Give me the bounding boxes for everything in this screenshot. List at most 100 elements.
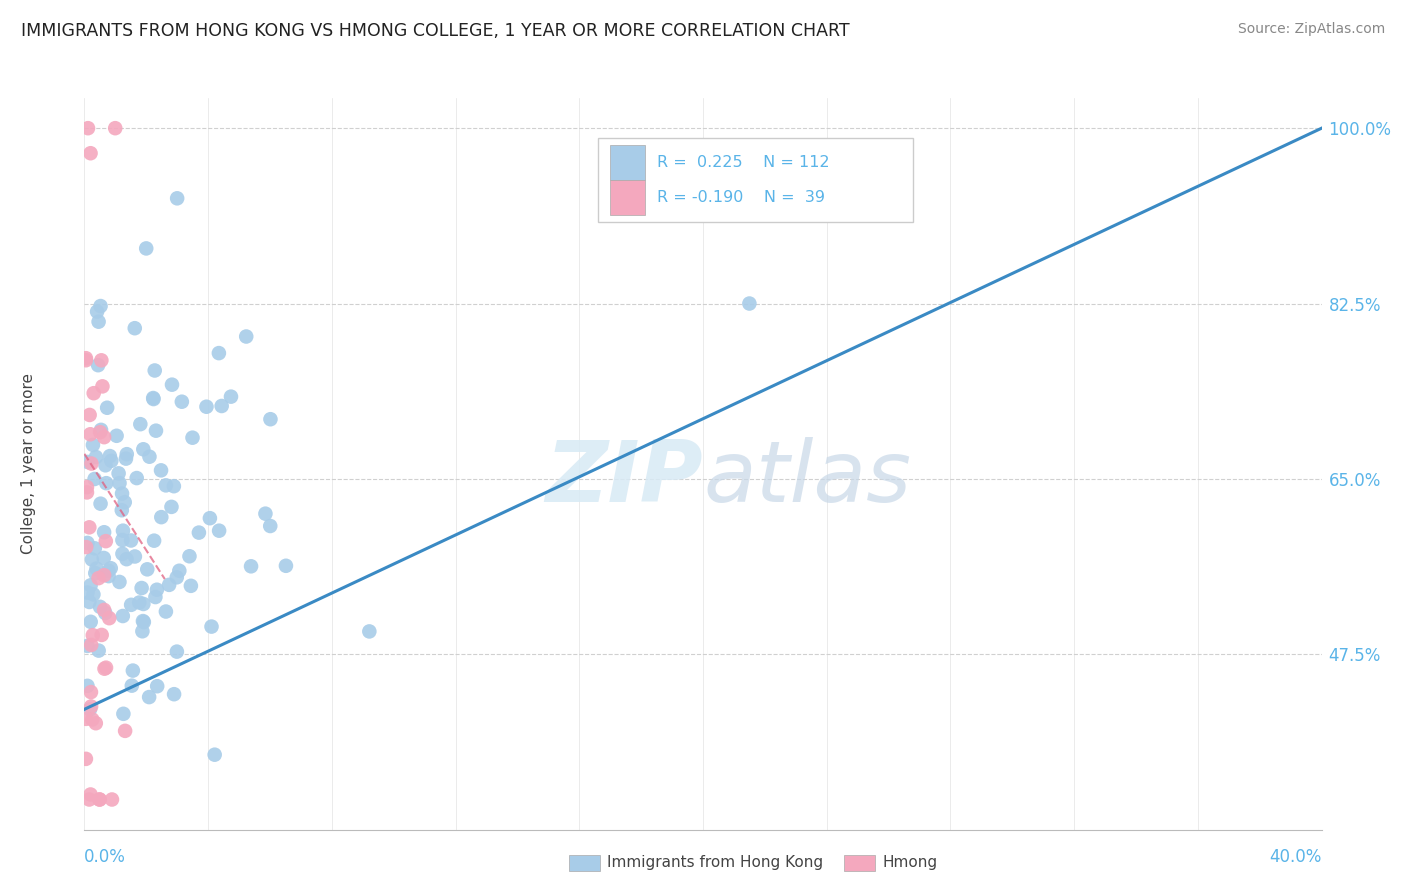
Point [84, 716, 107, 731]
Point [100, 561, 122, 575]
Point [87, 643, 110, 657]
Point [112, 706, 135, 721]
Point [160, 500, 183, 514]
Point [76, 485, 98, 500]
Point [82, 587, 104, 601]
Point [76, 536, 98, 550]
Point [142, 391, 165, 405]
Point [94, 534, 117, 549]
Point [86, 561, 108, 575]
Point [163, 479, 186, 493]
Point [166, 645, 188, 659]
Point [114, 495, 136, 509]
Point [93, 525, 115, 540]
Point [125, 471, 148, 485]
Point [195, 400, 218, 414]
Text: atlas: atlas [703, 437, 911, 520]
Point [79, 702, 101, 716]
Point [115, 552, 138, 566]
Point [157, 578, 180, 592]
Point [96, 476, 118, 491]
Point [80, 685, 103, 699]
Point [97, 569, 120, 583]
Point [90, 628, 112, 642]
Point [93, 568, 115, 582]
Point [79, 520, 101, 534]
Point [146, 582, 169, 597]
Point [98, 611, 121, 625]
Point [79, 615, 101, 629]
Point [93, 430, 115, 444]
Point [235, 329, 257, 343]
Point [181, 431, 204, 445]
Point [100, 454, 122, 468]
Point [87, 358, 110, 372]
Point [89, 425, 111, 440]
Point [150, 463, 173, 477]
Point [79, 408, 101, 422]
Point [94, 458, 117, 473]
Point [91, 379, 114, 393]
Point [138, 450, 160, 464]
Point [80, 552, 103, 566]
Text: College, 1 year or more: College, 1 year or more [21, 374, 37, 554]
Point [89, 792, 111, 806]
Point [132, 442, 155, 457]
Point [211, 399, 233, 413]
Point [75, 712, 97, 726]
Point [76, 455, 98, 469]
FancyBboxPatch shape [598, 138, 914, 222]
Point [208, 524, 231, 538]
Point [124, 321, 146, 335]
Point [132, 614, 155, 628]
Point [90, 423, 112, 437]
Bar [610, 145, 645, 180]
Point [89, 792, 111, 806]
Point [166, 191, 188, 205]
Point [94, 606, 117, 620]
Point [90, 299, 112, 313]
Point [104, 121, 127, 136]
Point [76, 585, 98, 599]
Point [259, 519, 281, 533]
Point [82, 713, 104, 727]
Text: Hmong: Hmong [883, 855, 938, 870]
Point [94, 661, 117, 675]
Point [143, 533, 166, 548]
Point [76, 639, 98, 653]
Point [111, 524, 134, 538]
Point [90, 353, 112, 368]
Point [359, 624, 381, 639]
Point [145, 424, 167, 438]
Point [93, 662, 115, 676]
Point [274, 558, 297, 573]
Point [80, 457, 103, 471]
Point [163, 687, 186, 701]
Text: IMMIGRANTS FROM HONG KONG VS HMONG COLLEGE, 1 YEAR OR MORE CORRELATION CHART: IMMIGRANTS FROM HONG KONG VS HMONG COLLE… [21, 22, 849, 40]
Text: Source: ZipAtlas.com: Source: ZipAtlas.com [1237, 22, 1385, 37]
Point [87, 571, 110, 585]
Point [204, 747, 226, 762]
Point [98, 449, 121, 463]
Point [111, 486, 134, 500]
Point [76, 679, 98, 693]
Point [111, 609, 134, 624]
Point [240, 559, 263, 574]
Point [254, 507, 277, 521]
Bar [610, 180, 645, 215]
Point [82, 628, 104, 642]
Point [219, 390, 242, 404]
Point [129, 417, 152, 432]
Point [107, 467, 129, 481]
Point [146, 679, 169, 693]
Point [76, 480, 98, 494]
Point [145, 590, 167, 604]
Point [169, 564, 191, 578]
Point [155, 478, 177, 492]
Point [84, 566, 107, 581]
Point [84, 450, 107, 464]
Point [136, 562, 159, 576]
Point [132, 615, 155, 629]
Point [93, 551, 115, 566]
Point [122, 664, 145, 678]
